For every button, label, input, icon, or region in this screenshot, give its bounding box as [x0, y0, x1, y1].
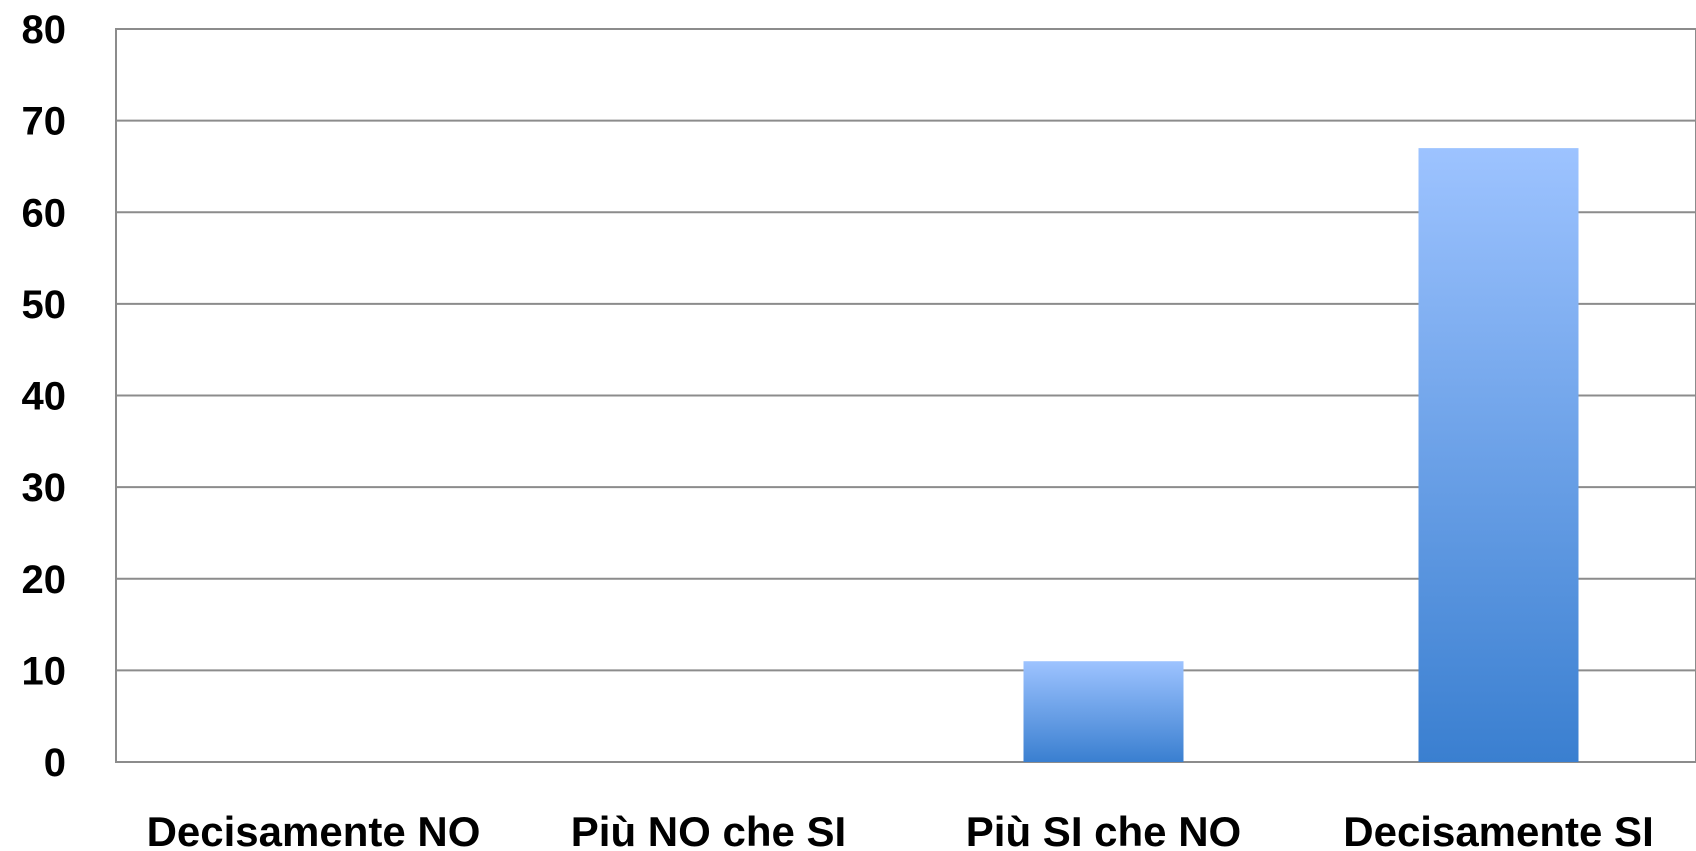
x-axis-categories: Decisamente NO Più NO che SI Più SI che NO…: [147, 808, 1654, 851]
y-tick-label: 50: [22, 283, 67, 327]
x-category-label: Più NO che SI: [571, 808, 846, 851]
y-tick-label: 80: [22, 8, 67, 52]
y-tick-label: 40: [22, 375, 67, 419]
bar-2: [1023, 661, 1184, 762]
y-tick-label: 10: [22, 649, 67, 693]
y-tick-label: 20: [22, 558, 67, 602]
y-tick-label: 30: [22, 466, 67, 510]
x-category-label: Decisamente SI: [1343, 808, 1654, 851]
y-axis-ticks: 0 10 20 30 40 50 60 70 80: [22, 8, 67, 785]
gridlines: [116, 28, 1696, 763]
y-tick-label: 70: [22, 100, 67, 144]
y-tick-label: 0: [44, 741, 66, 785]
x-category-label: Più SI che NO: [966, 808, 1241, 851]
x-category-label: Decisamente NO: [147, 808, 481, 851]
bar-3: [1418, 148, 1579, 763]
bars: [1023, 148, 1579, 763]
y-tick-label: 60: [22, 191, 67, 235]
